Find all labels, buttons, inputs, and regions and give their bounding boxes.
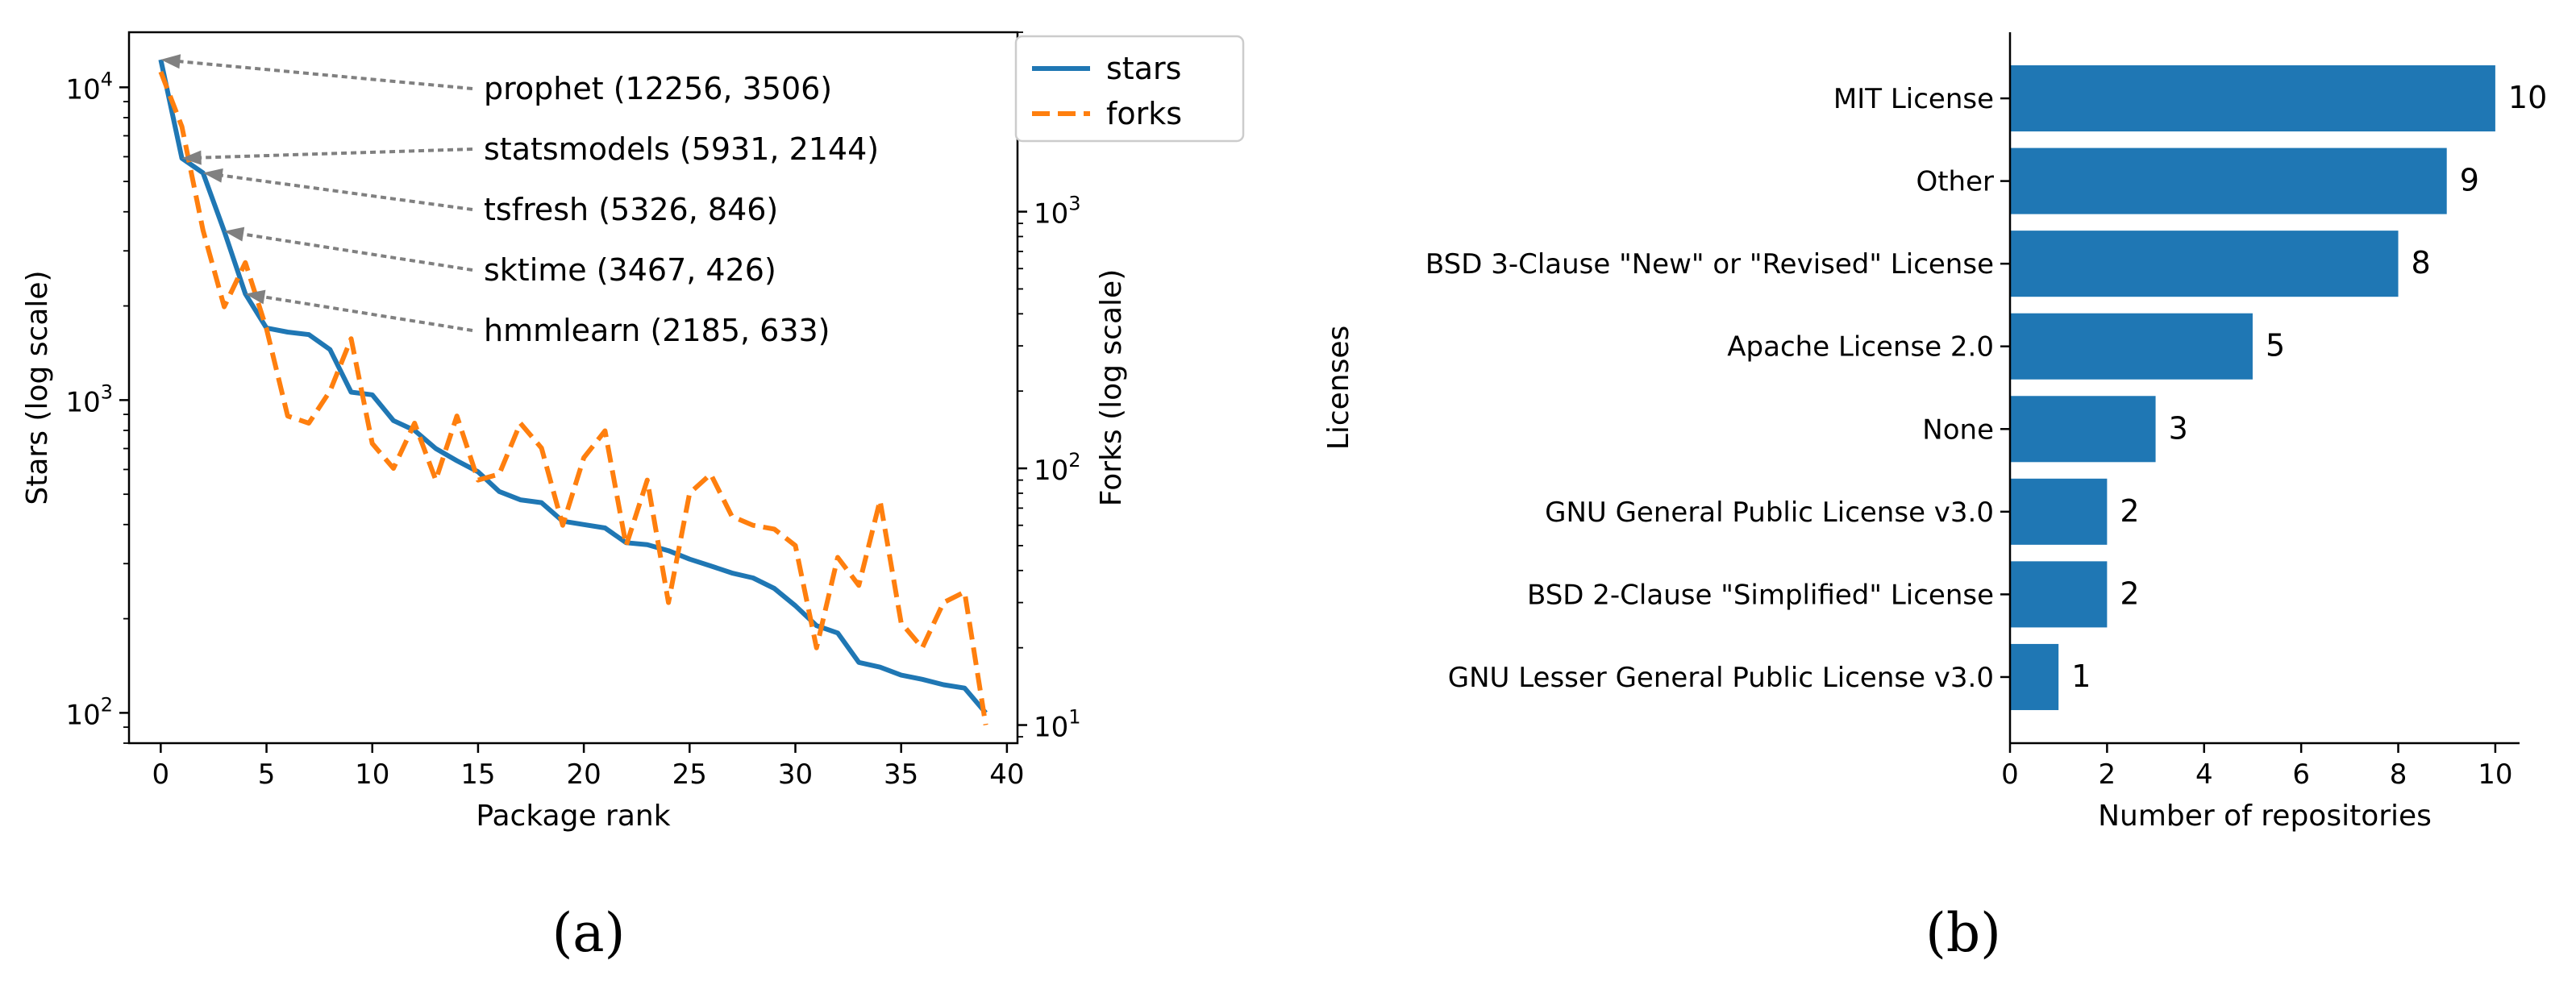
series-line-forks [158,71,988,725]
x-tick-label: 0 [2001,758,2019,791]
x-tick-label: 35 [884,758,918,791]
y2-tick-label: 101 [1034,706,1081,744]
annotation-arrowhead [160,54,181,69]
x-tick-label: 15 [460,758,495,791]
y-tick-label: Apache License 2.0 [1727,331,1994,364]
y-tick-label: GNU General Public License v3.0 [1545,497,1994,529]
bar [2010,231,2399,297]
annotation-arrow [172,59,473,90]
y-tick-label: Other [1916,166,1994,198]
bar-value-label: 9 [2460,163,2479,198]
x-tick-label: 40 [989,758,1024,791]
x-tick-label: 2 [2099,758,2116,791]
annotation-arrowhead [202,168,223,183]
bar [2010,643,2059,710]
x-tick-label: 4 [2195,758,2213,791]
y-tick-label: 103 [65,380,113,418]
annotation-label: prophet (12256, 3506) [484,71,832,106]
x-tick-label: 20 [566,758,601,791]
x-tick-label: 10 [355,758,389,791]
annotation-label: hmmlearn (2185, 633) [484,313,830,348]
y2-tick-label: 102 [1034,449,1081,487]
x-axis-label: Package rank [476,800,670,833]
legend: stars forks [1014,35,1245,143]
annotation-label: tsfresh (5326, 846) [484,192,778,227]
bar-value-label: 2 [2120,493,2139,529]
annotation-arrow [193,148,473,160]
x-tick-label: 0 [152,758,170,791]
x-tick-label: 5 [258,758,276,791]
annotation-arrow [214,172,473,211]
y2-axis-label: Forks (log scale) [1095,269,1128,506]
caption-a: (a) [552,902,626,964]
bar [2010,561,2108,628]
y2-tick-label: 103 [1034,193,1081,231]
legend-label-stars: stars [1106,51,1181,86]
y-tick-label: 104 [65,68,113,106]
annotation-arrowhead [181,150,202,165]
series-line-stars [158,59,988,715]
bar-value-label: 3 [2169,410,2188,446]
y-tick-label: GNU Lesser General Public License v3.0 [1448,662,1994,694]
x-tick-label: 25 [672,758,707,791]
y-axis-label: Stars (log scale) [21,270,54,505]
y-tick-label: 102 [65,693,113,731]
annotation-arrowhead [245,289,266,305]
annotation-label: sktime (3467, 426) [484,252,776,288]
bar-value-label: 8 [2412,245,2431,280]
bar [2010,313,2253,380]
x-tick-label: 10 [2478,758,2512,791]
annotation-label: statsmodels (5931, 2144) [484,131,879,167]
x-tick-label: 8 [2390,758,2407,791]
plot-frame [127,31,1019,745]
x-axis-label: Number of repositories [2098,800,2432,833]
annotation-arrow [256,293,473,332]
bar [2010,148,2447,214]
bar-value-label: 1 [2071,659,2091,694]
caption-b: (b) [1925,902,2001,964]
legend-label-forks: forks [1106,96,1182,131]
x-tick-label: 30 [778,758,813,791]
y-tick-label: MIT License [1833,83,1994,115]
bar [2010,396,2156,463]
y-tick-label: BSD 2-Clause "Simplified" License [1527,579,1994,611]
bar-value-label: 2 [2120,576,2139,611]
x-tick-label: 6 [2292,758,2310,791]
line-chart-stars-forks: prophet (12256, 3506) statsmodels (5931, … [21,31,1245,833]
bar [2010,65,2495,132]
y-tick-label: BSD 3-Clause "New" or "Revised" License [1425,248,1994,280]
bar-value-label: 5 [2266,328,2285,364]
bar [2010,478,2108,545]
annotation-arrowhead [224,226,245,242]
bar-value-label: 10 [2508,80,2547,115]
annotation-arrow [235,231,473,272]
y-axis-label: Licenses [1322,326,1355,450]
y-tick-label: None [1922,413,1994,446]
